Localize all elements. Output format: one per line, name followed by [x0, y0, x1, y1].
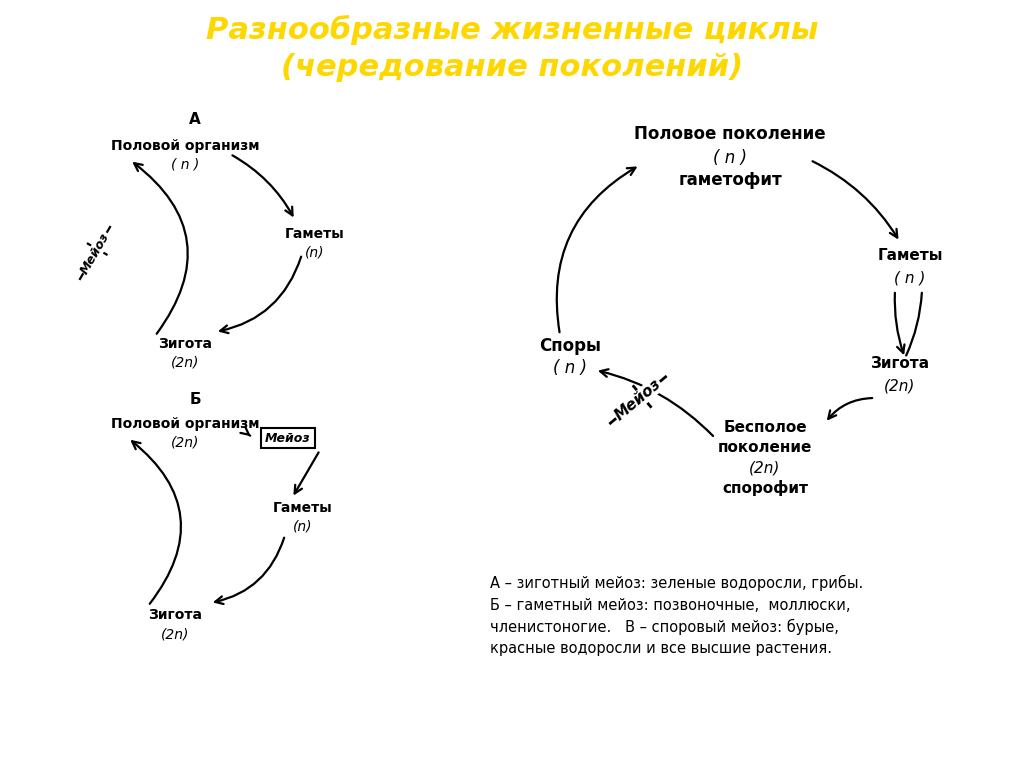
Text: (2n): (2n): [161, 627, 189, 641]
Text: Разнообразные жизненные циклы: Разнообразные жизненные циклы: [206, 15, 818, 45]
Text: гаметофит: гаметофит: [678, 171, 782, 189]
Text: Мейоз: Мейоз: [78, 230, 112, 276]
Text: Споры: Споры: [539, 337, 601, 355]
Text: Половое поколение: Половое поколение: [634, 125, 825, 143]
Text: членистоногие.   В – споровый мейоз: бурые,: членистоногие. В – споровый мейоз: бурые…: [490, 619, 839, 635]
Text: Зигота: Зигота: [870, 356, 930, 372]
Text: А: А: [189, 112, 201, 127]
Text: ( n ): ( n ): [553, 359, 587, 377]
Text: (n): (n): [293, 520, 312, 534]
Text: спорофит: спорофит: [722, 480, 808, 496]
Text: Зигота: Зигота: [158, 337, 212, 351]
Text: Б: Б: [189, 392, 201, 408]
Text: Мейоз: Мейоз: [612, 376, 665, 424]
Text: поколение: поколение: [718, 441, 812, 455]
Text: (2n): (2n): [885, 379, 915, 393]
Text: Гаметы: Гаметы: [273, 501, 333, 515]
Text: Гаметы: Гаметы: [878, 249, 943, 263]
Text: Бесполое: Бесполое: [723, 421, 807, 435]
Text: (2n): (2n): [750, 461, 780, 475]
Text: красные водоросли и все высшие растения.: красные водоросли и все высшие растения.: [490, 641, 831, 657]
Text: (2n): (2n): [171, 355, 200, 369]
Text: Б – гаметный мейоз: позвоночные,  моллюски,: Б – гаметный мейоз: позвоночные, моллюск…: [490, 598, 851, 613]
Text: ( n ): ( n ): [713, 149, 746, 167]
Text: ( n ): ( n ): [894, 270, 926, 286]
Text: Половой организм: Половой организм: [111, 417, 259, 431]
Text: (n): (n): [305, 245, 325, 259]
Text: Зигота: Зигота: [148, 608, 202, 622]
Text: Мейоз: Мейоз: [265, 432, 311, 445]
Text: (2n): (2n): [171, 435, 200, 449]
Text: ( n ): ( n ): [171, 157, 199, 171]
Text: (чередование поколений): (чередование поколений): [281, 54, 743, 82]
Text: Гаметы: Гаметы: [285, 227, 345, 241]
Text: Половой организм: Половой организм: [111, 139, 259, 153]
Text: А – зиготный мейоз: зеленые водоросли, грибы.: А – зиготный мейоз: зеленые водоросли, г…: [490, 575, 863, 591]
